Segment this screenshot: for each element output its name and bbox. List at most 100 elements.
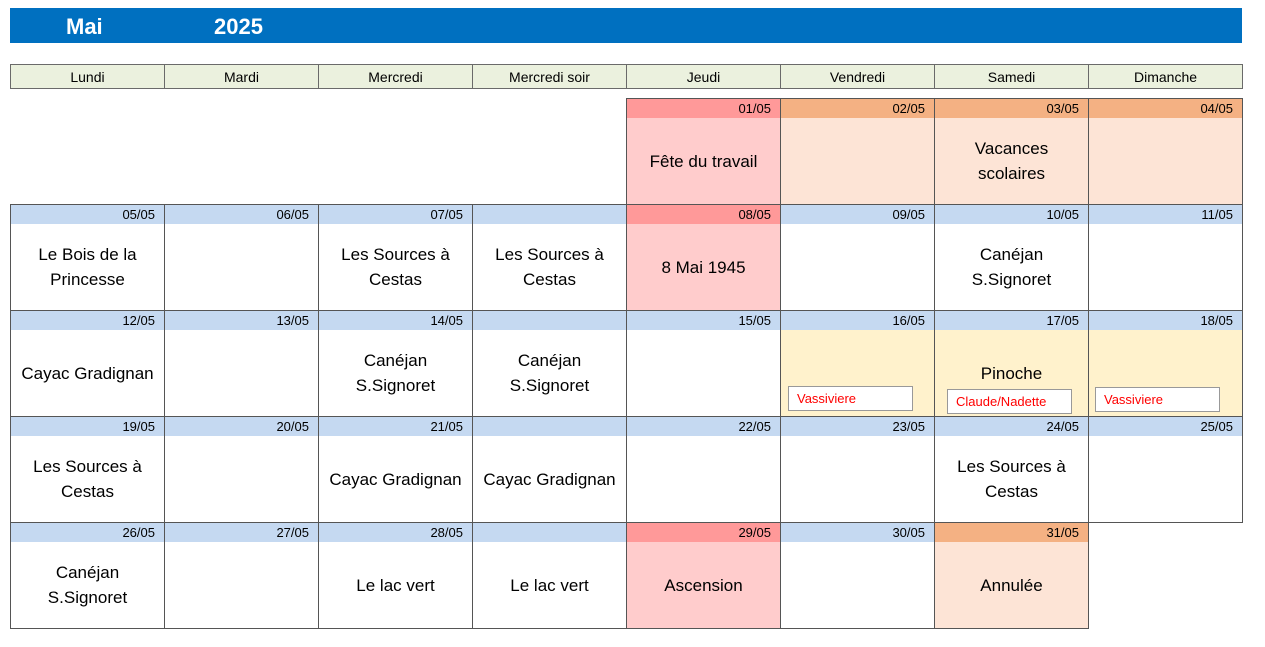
day-cell: 30/05	[780, 522, 935, 629]
day-cell: 31/05 Annulée	[934, 522, 1089, 629]
day-date	[473, 311, 626, 330]
day-event: Cayac Gradignan	[483, 469, 616, 489]
day-date: 27/05	[165, 523, 318, 542]
weekday-header-friday: Vendredi	[780, 64, 935, 89]
day-event: Vacances scolaires	[935, 118, 1088, 204]
note-box[interactable]: Vassiviere	[788, 386, 913, 411]
day-event	[781, 118, 934, 204]
day-date: 23/05	[781, 417, 934, 436]
day-event	[781, 542, 934, 628]
day-cell: Le lac vert	[472, 522, 627, 629]
day-event	[781, 436, 934, 522]
weekday-header-wednesday: Mercredi	[318, 64, 473, 89]
day-event: Les Sources à Cestas	[495, 245, 604, 289]
day-date	[473, 205, 626, 224]
day-event: Fête du travail	[627, 118, 780, 204]
weekday-header-thursday: Jeudi	[626, 64, 781, 89]
day-date: 15/05	[627, 311, 780, 330]
day-date	[473, 417, 626, 436]
day-date: 13/05	[165, 311, 318, 330]
day-cell: 02/05	[780, 98, 935, 205]
day-cell: Canéjan S.Signoret	[472, 310, 627, 417]
day-event: Les Sources à Cestas	[33, 457, 142, 501]
day-date: 26/05	[11, 523, 164, 542]
day-event: Le lac vert	[510, 575, 589, 595]
day-event: Canéjan S.Signoret	[509, 351, 590, 395]
day-date: 07/05	[319, 205, 472, 224]
day-event: Canéjan S.Signoret	[47, 563, 128, 607]
day-date	[473, 523, 626, 542]
day-date: 12/05	[11, 311, 164, 330]
day-cell: 26/05 Canéjan S.Signoret	[10, 522, 165, 629]
weekday-header-saturday: Samedi	[934, 64, 1089, 89]
day-date: 16/05	[781, 311, 934, 330]
day-cell: 07/05 Les Sources à Cestas	[318, 204, 473, 311]
day-event	[781, 224, 934, 310]
day-date: 18/05	[1089, 311, 1242, 330]
day-date: 22/05	[627, 417, 780, 436]
day-cell: 20/05	[164, 416, 319, 523]
day-date: 11/05	[1089, 205, 1242, 224]
day-date: 05/05	[11, 205, 164, 224]
day-event	[1089, 224, 1242, 310]
day-date: 20/05	[165, 417, 318, 436]
weekday-header-tuesday: Mardi	[164, 64, 319, 89]
day-event: Canéjan S.Signoret	[355, 351, 436, 395]
day-event	[165, 330, 318, 416]
day-cell: 15/05	[626, 310, 781, 417]
day-cell: 12/05 Cayac Gradignan	[10, 310, 165, 417]
day-date: 04/05	[1089, 99, 1242, 118]
day-cell: 22/05	[626, 416, 781, 523]
day-cell: 14/05 Canéjan S.Signoret	[318, 310, 473, 417]
day-cell: 28/05 Le lac vert	[318, 522, 473, 629]
month-title: Mai	[66, 14, 103, 39]
day-event: Le lac vert	[356, 575, 435, 595]
day-cell: Les Sources à Cestas	[472, 204, 627, 311]
day-cell: Cayac Gradignan	[472, 416, 627, 523]
day-event: Canéjan S.Signoret	[971, 245, 1052, 289]
day-date: 06/05	[165, 205, 318, 224]
day-event	[165, 224, 318, 310]
title-bar	[10, 8, 1242, 43]
day-event	[1089, 118, 1242, 204]
day-event	[627, 436, 780, 522]
note-box[interactable]: Vassiviere	[1095, 387, 1220, 412]
day-event	[165, 542, 318, 628]
day-date: 19/05	[11, 417, 164, 436]
day-date: 28/05	[319, 523, 472, 542]
day-cell: 11/05	[1088, 204, 1243, 311]
day-cell: 08/05 8 Mai 1945	[626, 204, 781, 311]
day-date: 03/05	[935, 99, 1088, 118]
day-cell: 03/05 Vacances scolaires	[934, 98, 1089, 205]
day-cell: 21/05 Cayac Gradignan	[318, 416, 473, 523]
day-cell: 06/05	[164, 204, 319, 311]
day-cell: 19/05 Les Sources à Cestas	[10, 416, 165, 523]
day-cell: 29/05 Ascension	[626, 522, 781, 629]
day-cell: 05/05 Le Bois de la Princesse	[10, 204, 165, 311]
day-cell: 25/05	[1088, 416, 1243, 523]
day-date: 09/05	[781, 205, 934, 224]
day-date: 01/05	[627, 99, 780, 118]
day-date: 30/05	[781, 523, 934, 542]
day-date: 14/05	[319, 311, 472, 330]
year-title: 2025	[214, 14, 263, 39]
day-event: Les Sources à Cestas	[957, 457, 1066, 501]
day-date: 17/05	[935, 311, 1088, 330]
day-event: Ascension	[627, 542, 780, 628]
weekday-header-wednesday-evening: Mercredi soir	[472, 64, 627, 89]
day-date: 21/05	[319, 417, 472, 436]
day-date: 10/05	[935, 205, 1088, 224]
day-date: 29/05	[627, 523, 780, 542]
day-date: 24/05	[935, 417, 1088, 436]
day-event	[165, 436, 318, 522]
day-cell: 13/05	[164, 310, 319, 417]
day-event: Le Bois de la Princesse	[38, 245, 137, 289]
note-box[interactable]: Claude/Nadette	[947, 389, 1072, 414]
day-event: 8 Mai 1945	[627, 224, 780, 310]
weekday-header-monday: Lundi	[10, 64, 165, 89]
day-event	[1089, 436, 1242, 522]
day-cell: 24/05 Les Sources à Cestas	[934, 416, 1089, 523]
day-cell: 27/05	[164, 522, 319, 629]
day-event: Annulée	[935, 542, 1088, 628]
day-date: 08/05	[627, 205, 780, 224]
